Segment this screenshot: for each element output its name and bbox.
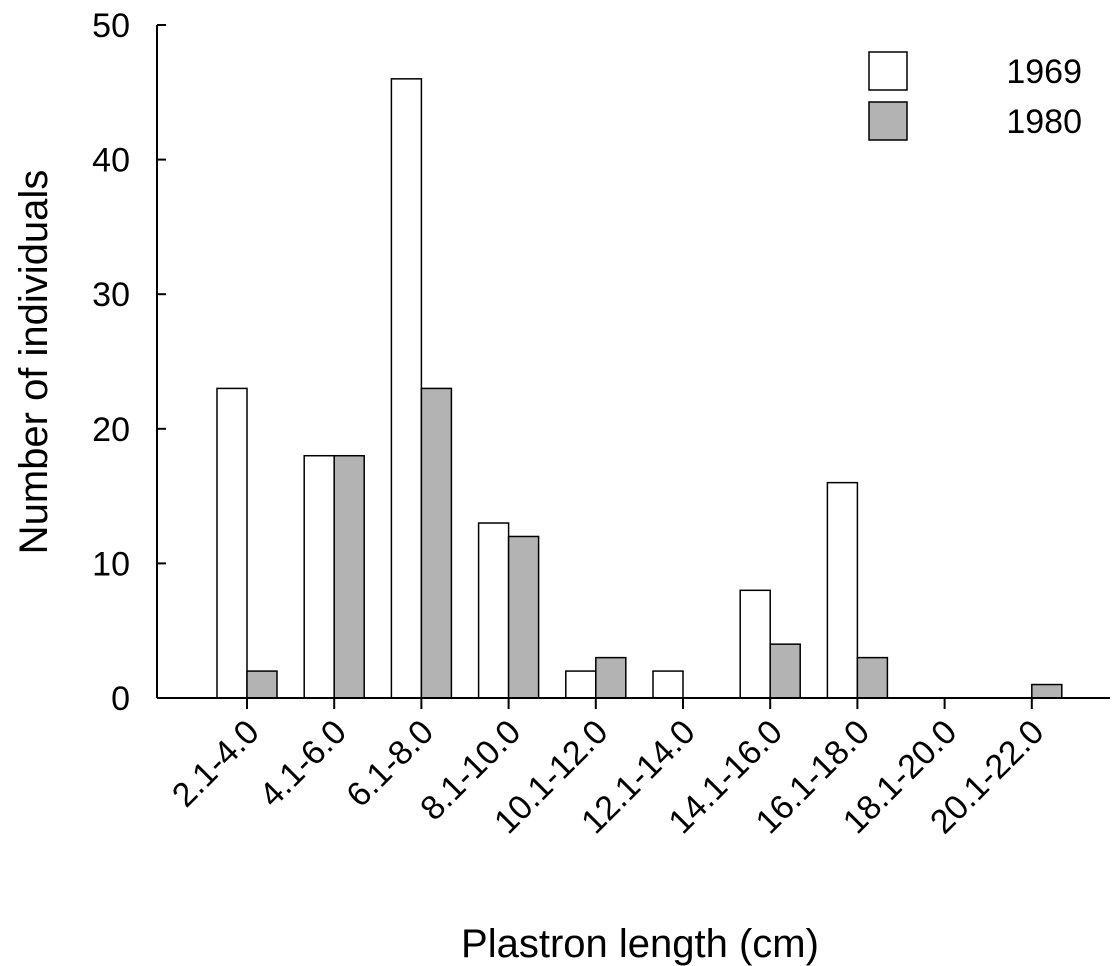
x-ticks-group: 2.1-4.04.1-6.06.1-8.08.1-10.010.1-12.012… (165, 698, 1051, 841)
bar-1969-8.1-10.0 (477, 522, 510, 699)
bar-1969-10.1-12.0 (565, 670, 597, 699)
bar-1980-2.1-4.0 (246, 670, 278, 699)
y-tick-label: 30 (92, 276, 130, 314)
x-axis-title: Plastron length (cm) (461, 922, 819, 966)
bar-1969-12.1-14.0 (652, 670, 684, 699)
legend-label-1980: 1980 (1006, 103, 1082, 141)
bar-1980-4.1-6.0 (333, 454, 365, 699)
y-ticks-group: 0 10 20 30 40 50 (92, 7, 166, 718)
x-tick-label: 4.1-6.0 (252, 713, 354, 815)
legend: 1969 1980 (868, 51, 1082, 141)
legend-swatch-1969 (868, 51, 908, 91)
bar-1980-8.1-10.0 (507, 535, 540, 699)
bar-1969-16.1-18.0 (826, 481, 859, 699)
y-tick-label: 50 (92, 7, 130, 45)
y-tick-label: 0 (111, 680, 130, 718)
bar-1969-14.1-16.0 (739, 589, 771, 699)
y-axis-title: Number of individuals (12, 170, 56, 555)
bar-1969-4.1-6.0 (303, 454, 335, 699)
bar-1980-20.1-22.0 (1031, 683, 1063, 699)
bar-1980-10.1-12.0 (595, 656, 627, 699)
y-tick-label: 40 (92, 142, 130, 180)
x-tick-label: 2.1-4.0 (165, 713, 267, 815)
axes-group (156, 25, 1110, 699)
bar-1969-2.1-4.0 (216, 387, 248, 699)
bar-1980-14.1-16.0 (769, 643, 801, 699)
bar-1980-6.1-8.0 (420, 387, 453, 699)
bar-1969-6.1-8.0 (390, 78, 423, 699)
legend-swatch-1980 (868, 101, 908, 141)
legend-label-1969: 1969 (1006, 53, 1082, 91)
bar-1980-16.1-18.0 (856, 656, 889, 699)
y-tick-label: 10 (92, 545, 130, 583)
y-tick-label: 20 (92, 411, 130, 449)
bars-group (216, 78, 1063, 699)
